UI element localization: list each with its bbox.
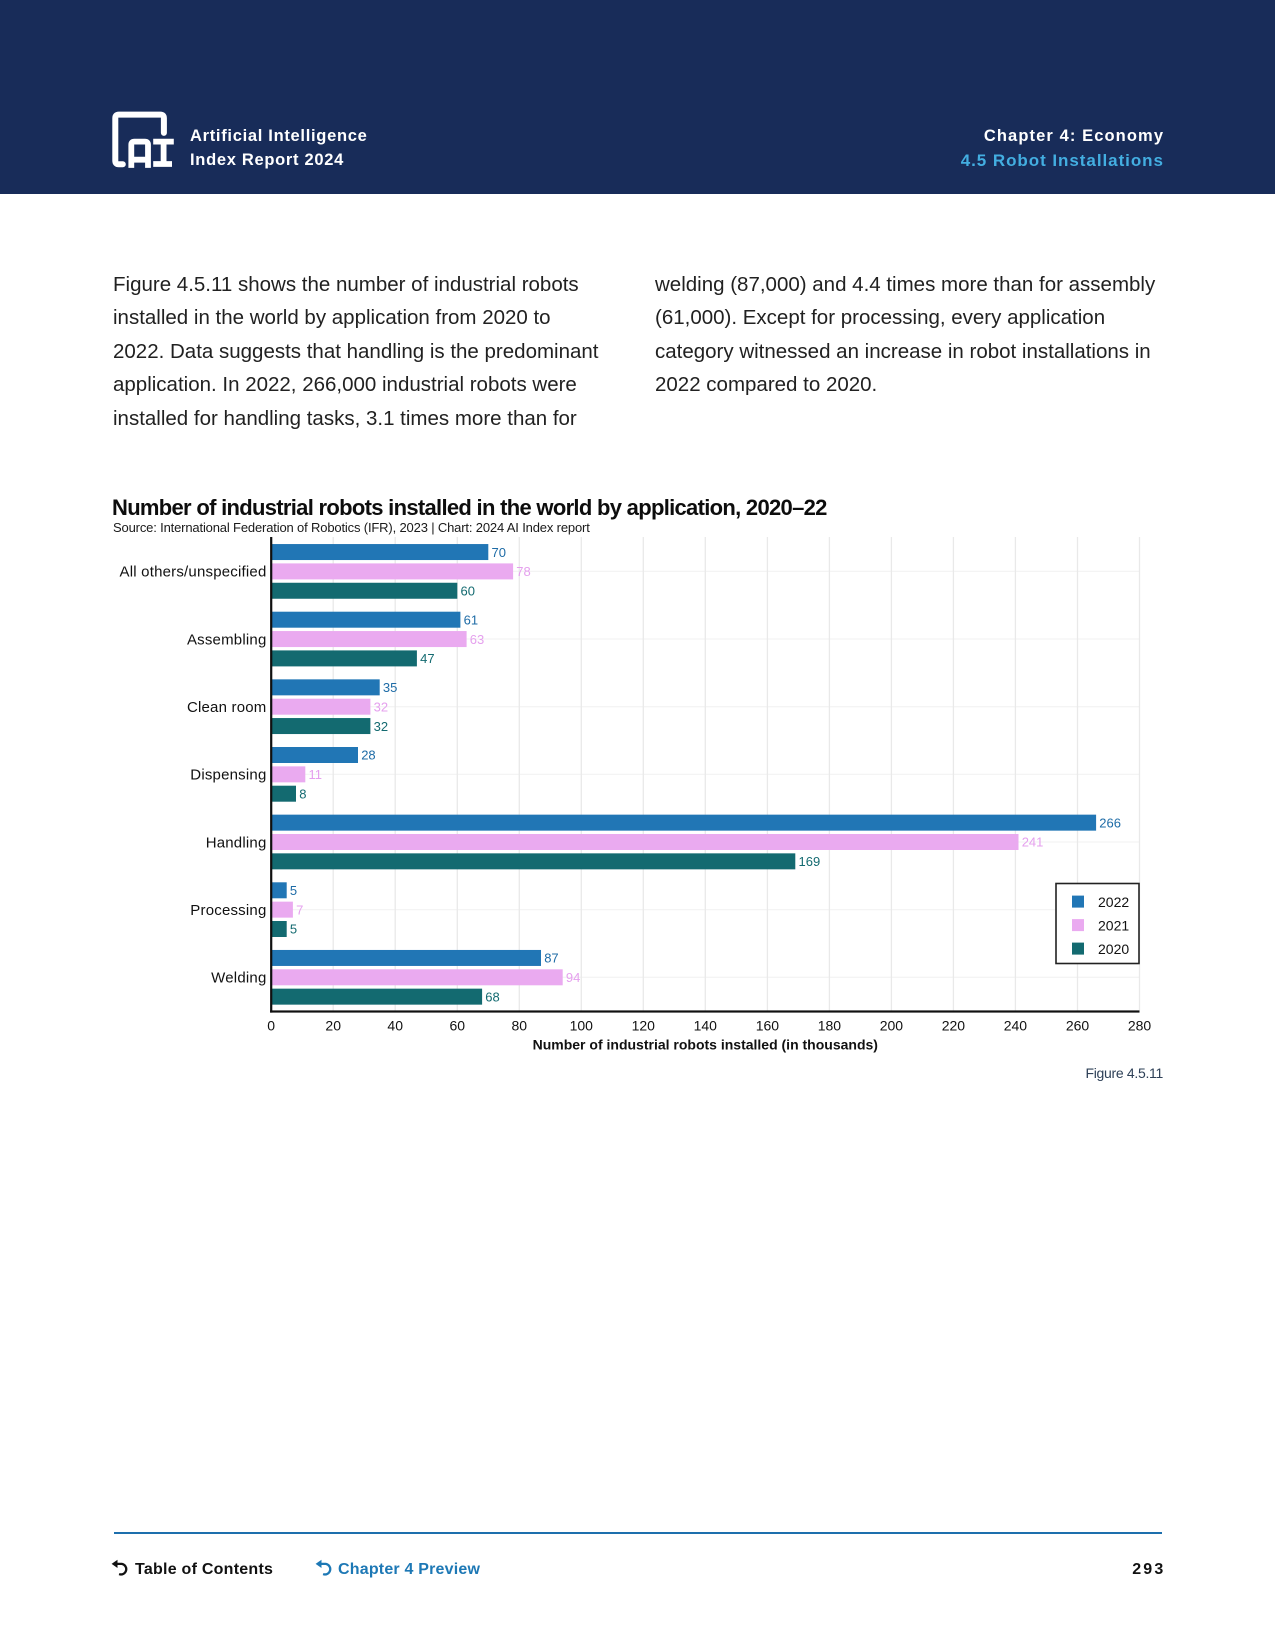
svg-text:28: 28 xyxy=(361,748,375,763)
svg-text:7: 7 xyxy=(296,902,303,917)
svg-text:35: 35 xyxy=(383,680,397,695)
svg-text:Number of industrial robots in: Number of industrial robots installed (i… xyxy=(533,1037,878,1053)
svg-text:5: 5 xyxy=(290,922,297,937)
svg-text:169: 169 xyxy=(799,854,821,869)
svg-text:Clean room: Clean room xyxy=(187,699,267,716)
svg-text:Processing: Processing xyxy=(190,902,266,919)
svg-text:8: 8 xyxy=(299,786,306,801)
svg-text:All others/unspecified: All others/unspecified xyxy=(120,564,267,581)
svg-text:63: 63 xyxy=(470,632,484,647)
svg-text:2020: 2020 xyxy=(1098,941,1129,957)
svg-text:280: 280 xyxy=(1128,1018,1152,1034)
svg-text:2022: 2022 xyxy=(1098,894,1129,910)
svg-text:61: 61 xyxy=(464,612,478,627)
svg-text:240: 240 xyxy=(1004,1018,1028,1034)
svg-text:180: 180 xyxy=(818,1018,842,1034)
svg-text:Welding: Welding xyxy=(211,970,266,987)
svg-text:80: 80 xyxy=(512,1018,528,1034)
svg-text:70: 70 xyxy=(492,545,506,560)
svg-text:11: 11 xyxy=(309,767,323,782)
svg-text:100: 100 xyxy=(570,1018,594,1034)
svg-text:5: 5 xyxy=(290,883,297,898)
svg-text:260: 260 xyxy=(1066,1018,1090,1034)
svg-text:47: 47 xyxy=(420,651,434,666)
svg-text:120: 120 xyxy=(632,1018,656,1034)
svg-text:Dispensing: Dispensing xyxy=(190,767,266,784)
svg-text:Handling: Handling xyxy=(206,834,267,851)
svg-text:78: 78 xyxy=(516,564,530,579)
svg-text:40: 40 xyxy=(387,1018,403,1034)
svg-text:220: 220 xyxy=(942,1018,966,1034)
svg-text:241: 241 xyxy=(1022,835,1044,850)
svg-text:140: 140 xyxy=(694,1018,718,1034)
svg-text:160: 160 xyxy=(756,1018,780,1034)
svg-text:0: 0 xyxy=(267,1018,275,1034)
svg-text:20: 20 xyxy=(325,1018,341,1034)
svg-text:68: 68 xyxy=(485,989,499,1004)
svg-text:60: 60 xyxy=(461,583,475,598)
svg-text:32: 32 xyxy=(374,699,388,714)
svg-text:200: 200 xyxy=(880,1018,904,1034)
svg-text:60: 60 xyxy=(450,1018,466,1034)
svg-text:32: 32 xyxy=(374,719,388,734)
svg-text:2021: 2021 xyxy=(1098,917,1129,933)
svg-text:Assembling: Assembling xyxy=(187,631,267,648)
svg-text:94: 94 xyxy=(566,970,580,985)
svg-text:266: 266 xyxy=(1099,815,1121,830)
svg-text:87: 87 xyxy=(544,951,558,966)
